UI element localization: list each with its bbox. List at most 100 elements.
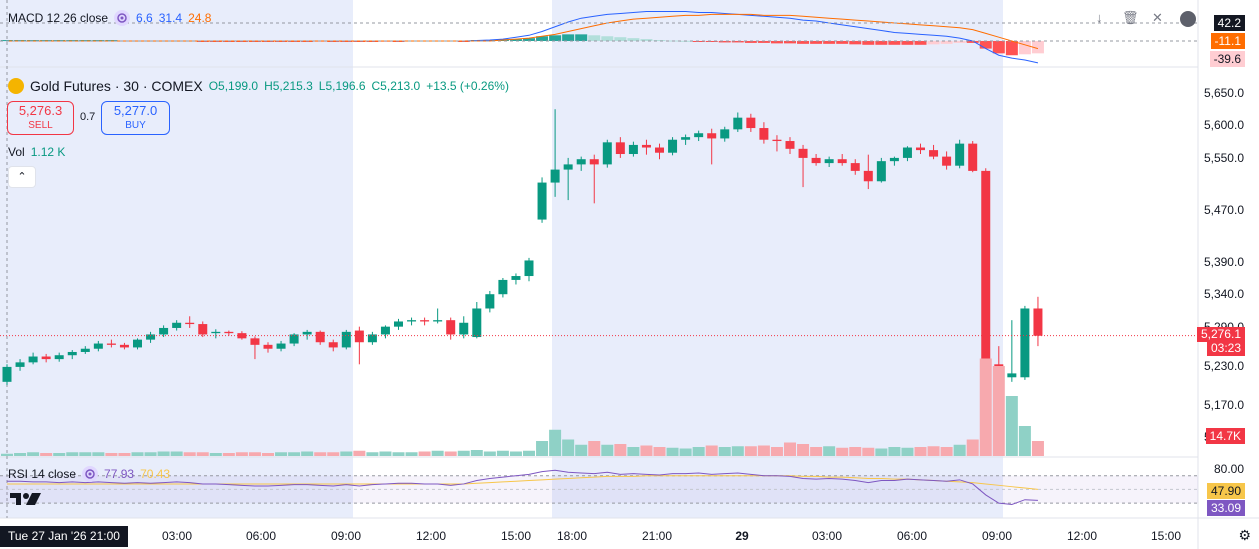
volume-bar [40,453,53,456]
candle-body [80,348,90,352]
time-axis-label: 15:00 [500,529,532,543]
candle-body [929,150,939,157]
candle-body [15,362,25,367]
macd-axis-tag: 42.2 [1213,15,1245,31]
volume-bar [183,452,196,456]
settings-gear-icon[interactable]: ⚙ [1238,527,1251,543]
volume-bar [940,447,953,456]
volume-bar [275,452,288,456]
volume-bar [457,450,470,456]
macd-histogram-bar [992,41,1005,54]
macd-histogram-bar [966,41,979,43]
candle-body [341,331,351,348]
candle-body [459,322,469,335]
delete-icon[interactable]: 🗑 [1122,10,1139,25]
rsi-tag: 33.09 [1206,500,1245,516]
candle-body [707,133,717,139]
ohlc-close: C5,213.0 [371,79,421,93]
buy-label: BUY [125,120,146,131]
volume-bar [966,439,979,456]
candle-body [1007,373,1017,378]
volume-bar [549,429,562,456]
macd-value-3: 24.8 [188,11,212,25]
macd-histogram-bar [797,41,810,44]
candle-body [916,147,925,151]
candle-body [681,137,691,140]
spread-value: 0.7 [80,111,96,123]
candle-body [41,356,51,360]
volume-bar [170,451,183,456]
volume-bar [353,450,366,456]
visibility-icon[interactable] [114,10,131,26]
volume-bar [340,451,353,456]
candle-body [550,169,560,183]
candle-body [1020,308,1030,378]
candle-body [942,156,952,166]
volume-bar [196,452,209,456]
volume-bar [157,451,170,456]
candle-body [537,182,547,220]
rsi-legend[interactable]: RSI 14 close 77.93 70.43 [8,466,170,482]
buy-price: 5,277.0 [113,103,158,118]
macd-pane [0,11,1198,64]
macd-histogram-bar [849,41,862,45]
macd-histogram-bar [640,39,653,41]
candle-body [981,170,991,365]
volume-bar [757,445,770,456]
volume-bar [979,358,992,456]
collapse-legend-button[interactable]: ⌃ [8,166,36,188]
rsi-pane [0,469,1198,506]
volume-legend[interactable]: Vol 1.12 K [8,145,65,159]
rsi-axis-label: 80.00 [1213,461,1244,476]
candle-body [785,141,795,149]
sell-button[interactable]: 5,276.3 SELL [7,101,74,135]
rsi-line [7,469,1038,506]
macd-histogram-bar [653,40,666,42]
volume-bar [1018,426,1031,456]
buy-button[interactable]: 5,277.0 BUY [101,101,170,135]
macd-histogram-bar [1005,41,1018,56]
macd-legend[interactable]: MACD 12 26 close 6.6 31.4 24.8 [8,10,211,26]
volume-bar [823,446,836,456]
candle-body [746,117,756,129]
volume-bar [144,452,157,456]
volume-bar [444,451,457,456]
candle-body [133,339,142,348]
move-down-icon[interactable]: ↓ [1096,10,1103,25]
volume-bar [1005,396,1018,456]
candle-body [93,343,103,349]
close-icon[interactable]: ✕ [1152,10,1163,25]
volume-bar [53,453,66,456]
globe-icon[interactable] [1180,11,1196,27]
symbol-legend[interactable]: Gold Futures · 30 · COMEX O5,199.0 H5,21… [8,78,509,94]
macd-histogram-bar [901,41,914,45]
volume-bar [118,453,131,456]
volume-value: 1.12 K [30,145,66,159]
tradingview-logo-icon[interactable] [10,491,42,507]
volume-bar [418,451,431,456]
visibility-icon[interactable] [82,466,99,482]
volume-bar [536,441,549,456]
ohlc-change: +13.5 (+0.26%) [426,79,509,93]
time-axis-label: 12:00 [415,529,447,543]
candle-body [289,334,299,344]
macd-value-2: 31.4 [158,11,183,25]
symbol-title[interactable]: Gold Futures · 30 · COMEX [30,78,203,94]
candle-body [485,294,495,309]
candle-body [367,334,377,343]
time-axis-label: 29 [735,529,749,543]
candle-body [420,320,430,322]
volume-bar [379,451,392,456]
macd-histogram-bar [718,41,731,43]
volume-bar [627,447,640,456]
candle-body [589,159,599,165]
macd-histogram-bar [588,35,601,41]
macd-histogram-bar [757,41,770,43]
candle-body [602,142,612,165]
volume-bar [588,441,601,456]
volume-bar [562,439,575,456]
macd-histogram-bar [744,41,757,43]
price-axis-label: 5,550.0 [1203,150,1244,165]
macd-histogram-bar [1018,41,1031,55]
